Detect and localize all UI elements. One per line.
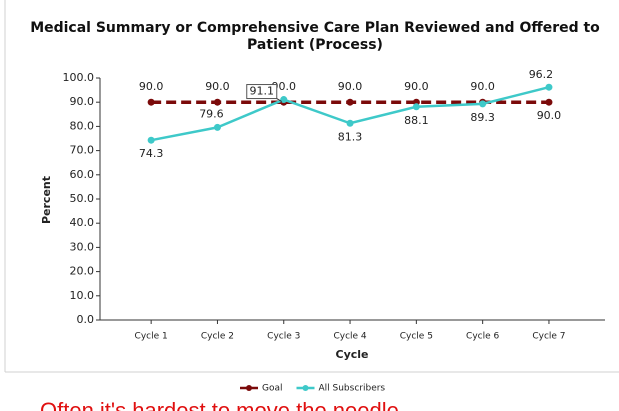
- y-tick-label: 50.0: [70, 192, 95, 205]
- y-tick-label: 90.0: [70, 95, 95, 108]
- point: [346, 98, 354, 106]
- x-tick-label: Cycle 3: [267, 332, 300, 342]
- data-label: 81.3: [338, 130, 363, 143]
- y-tick-label: 10.0: [70, 289, 95, 302]
- data-label: 89.3: [470, 111, 495, 124]
- x-axis-label: Cycle: [336, 348, 369, 361]
- y-tick-label: 0.0: [77, 313, 95, 326]
- legend-marker: [246, 385, 252, 391]
- chart-title: Medical Summary or Comprehensive Care Pl…: [30, 20, 600, 53]
- point: [545, 83, 553, 91]
- y-tick-label: 40.0: [70, 216, 95, 229]
- data-label: 90.0: [272, 80, 297, 93]
- point: [412, 103, 420, 111]
- legend-marker: [302, 385, 309, 391]
- data-label: 90.0: [338, 80, 363, 93]
- point: [280, 96, 288, 104]
- legend-label: Goal: [262, 384, 283, 394]
- data-label: 90.0: [205, 80, 230, 93]
- x-tick-label: Cycle 7: [532, 332, 565, 342]
- data-label: 90.0: [139, 80, 164, 93]
- y-tick-label: 70.0: [70, 144, 95, 157]
- data-label: 79.6: [199, 107, 224, 120]
- x-tick-label: Cycle 5: [400, 332, 433, 342]
- data-label: 90.0: [470, 80, 495, 93]
- data-label: 88.1: [404, 114, 429, 127]
- annotation: Often it's hardest to move the needle: [40, 398, 399, 411]
- data-label: 74.3: [139, 147, 164, 160]
- y-tick-label: 20.0: [70, 265, 95, 278]
- point: [545, 98, 553, 106]
- x-tick-label: Cycle 1: [135, 332, 168, 342]
- data-label: 96.2: [529, 68, 554, 81]
- point: [213, 123, 221, 131]
- y-tick-label: 100.0: [63, 71, 95, 84]
- callout-leader: [276, 98, 283, 102]
- point: [479, 100, 487, 108]
- legend-label: All Subscribers: [319, 384, 386, 394]
- x-tick-label: Cycle 2: [201, 332, 234, 342]
- y-tick-label: 30.0: [70, 240, 95, 253]
- point: [147, 98, 155, 106]
- x-tick-label: Cycle 6: [466, 332, 499, 342]
- data-label: 91.1: [250, 85, 275, 98]
- y-tick-label: 60.0: [70, 168, 95, 181]
- point: [213, 98, 221, 106]
- x-tick-label: Cycle 4: [333, 332, 366, 342]
- data-label: 90.0: [404, 80, 429, 93]
- data-label: 90.0: [537, 109, 562, 122]
- point: [147, 136, 155, 144]
- y-tick-label: 80.0: [70, 119, 95, 132]
- y-axis-label: Percent: [40, 176, 53, 224]
- point: [346, 119, 354, 127]
- callout-box: [246, 84, 278, 100]
